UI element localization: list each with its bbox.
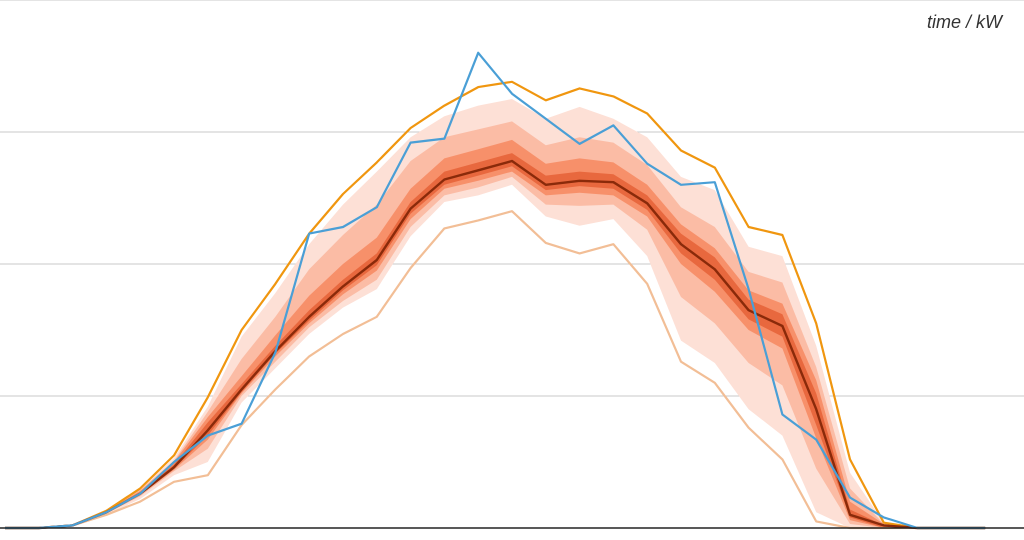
series-lines [5,51,986,530]
lower-bound-line [5,210,986,530]
upper-bound-line [5,80,986,530]
uncertainty-bands [5,99,986,529]
uncertainty-band-4 [5,153,986,528]
grid-lines [0,0,1024,397]
median-line [5,159,986,530]
unit-label: time / kW [927,12,1002,32]
observed-line [5,51,986,530]
